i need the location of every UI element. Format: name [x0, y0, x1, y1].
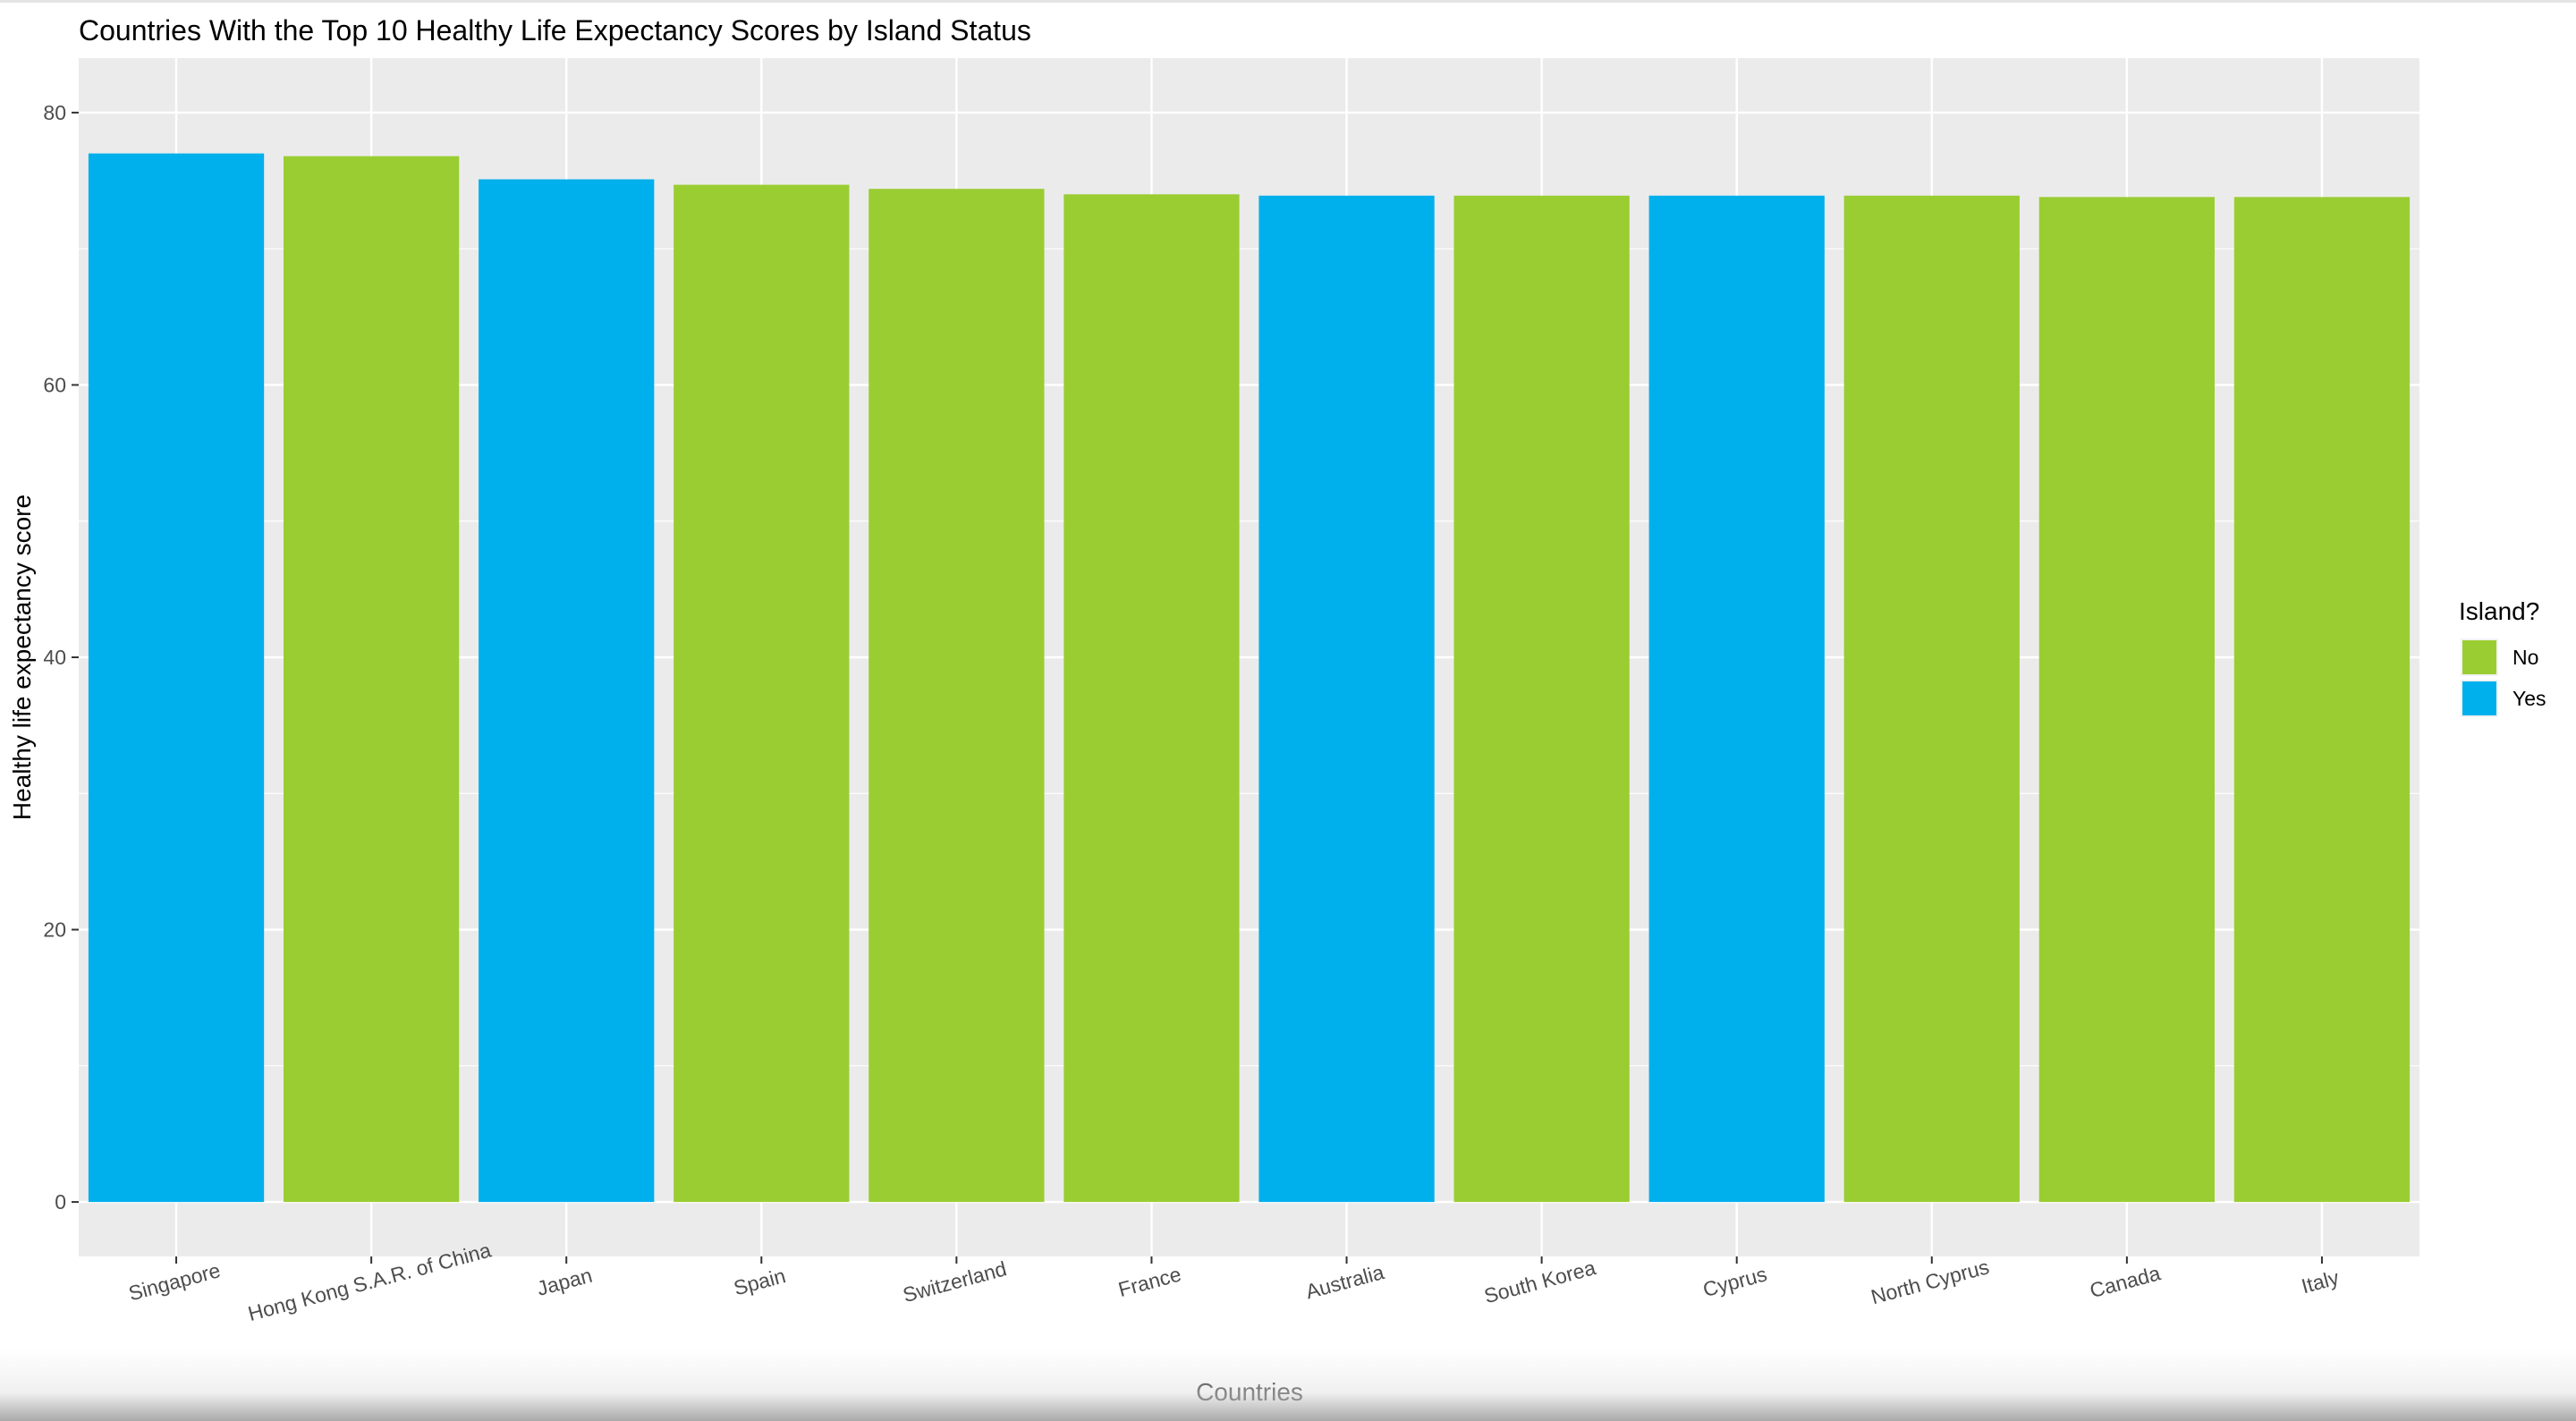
- x-tick-label: Spain: [731, 1264, 788, 1299]
- bar-canada: [2038, 197, 2216, 1203]
- x-axis-title: Countries: [1196, 1378, 1303, 1406]
- y-axis: 0 20 40 60 80: [43, 101, 79, 1214]
- bar-switzerland: [869, 189, 1045, 1203]
- y-tick-label: 60: [43, 373, 66, 396]
- legend: Island? No Yes: [2459, 597, 2546, 717]
- bar-hong-kong-s-a-r-of-china: [283, 156, 460, 1203]
- chart-title: Countries With the Top 10 Healthy Life E…: [79, 14, 1031, 47]
- legend-swatch-yes: [2462, 681, 2496, 715]
- x-tick-label: North Cyprus: [1868, 1255, 1992, 1308]
- chart: Countries With the Top 10 Healthy Life E…: [8, 14, 2546, 1406]
- bar-italy: [2233, 197, 2411, 1203]
- x-tick-label: Italy: [2299, 1265, 2342, 1298]
- x-tick-label: Switzerland: [901, 1256, 1010, 1307]
- legend-label-no: No: [2512, 646, 2538, 669]
- grid-minor: [79, 248, 2419, 1067]
- x-tick-label: France: [1115, 1262, 1183, 1301]
- x-tick-label: Japan: [535, 1264, 595, 1300]
- y-tick-label: 40: [43, 646, 66, 669]
- legend-label-yes: Yes: [2512, 687, 2546, 710]
- x-tick-label: Canada: [2088, 1261, 2164, 1302]
- y-axis-title: Healthy life expectancy score: [8, 495, 36, 820]
- bar-south-korea: [1453, 195, 1630, 1203]
- bar-australia: [1258, 195, 1435, 1203]
- bar-france: [1063, 194, 1240, 1203]
- y-tick-label: 80: [43, 101, 66, 124]
- legend-title: Island?: [2459, 597, 2539, 625]
- y-tick-label: 0: [55, 1190, 66, 1214]
- legend-swatch-no: [2462, 640, 2496, 674]
- x-tick-label: Cyprus: [1700, 1262, 1769, 1301]
- bar-japan: [479, 179, 655, 1203]
- x-tick-label: South Korea: [1481, 1256, 1597, 1307]
- y-tick-label: 20: [43, 918, 66, 942]
- x-tick-label: Singapore: [126, 1258, 223, 1305]
- bar-north-cyprus: [1843, 195, 2020, 1203]
- bars: [88, 153, 2411, 1203]
- bar-singapore: [88, 153, 265, 1203]
- bar-cyprus: [1648, 195, 1825, 1203]
- x-tick-label: Australia: [1303, 1260, 1386, 1303]
- bar-spain: [674, 184, 850, 1203]
